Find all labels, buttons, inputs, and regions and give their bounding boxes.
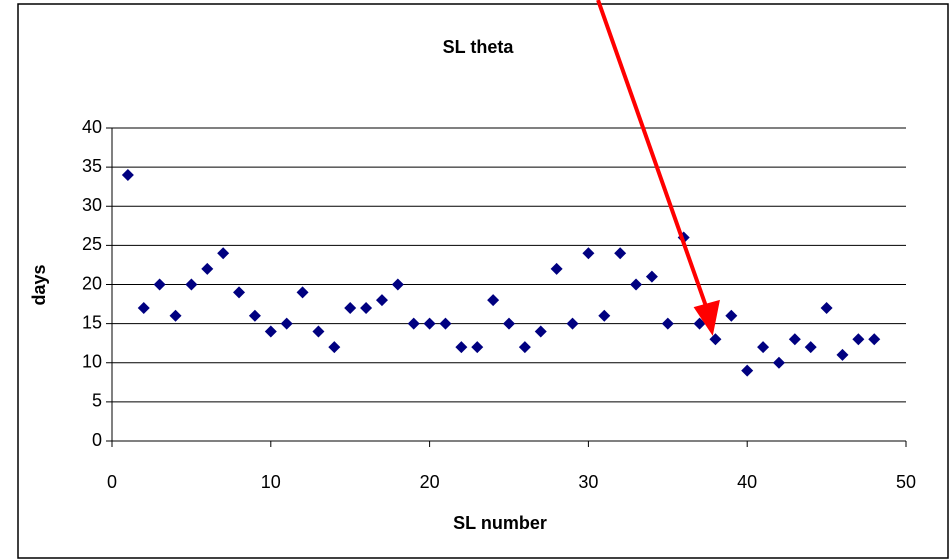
data-point [248, 309, 261, 322]
data-point [709, 333, 722, 346]
x-tick-label: 40 [737, 472, 757, 492]
data-point [296, 286, 309, 299]
y-tick-label: 25 [82, 234, 102, 254]
data-point [423, 317, 436, 330]
data-point [169, 309, 182, 322]
data-point [407, 317, 420, 330]
y-tick-label: 15 [82, 312, 102, 332]
y-tick-label: 20 [82, 273, 102, 293]
arrow-shaft [596, 0, 710, 313]
data-point [455, 341, 468, 354]
annotation-arrow [596, 0, 720, 336]
data-point [391, 278, 404, 291]
data-point [741, 364, 754, 377]
data-point [598, 309, 611, 322]
data-point [471, 341, 484, 354]
data-point [217, 247, 230, 260]
data-point [518, 341, 531, 354]
data-point [185, 278, 198, 291]
data-point [836, 348, 849, 361]
y-tick-label: 10 [82, 352, 102, 372]
y-tick-label: 0 [92, 430, 102, 450]
data-point [201, 262, 214, 275]
data-point [661, 317, 674, 330]
chart-title: SL theta [443, 37, 515, 57]
x-tick-label: 10 [261, 472, 281, 492]
y-tick-label: 40 [82, 117, 102, 137]
data-point [360, 301, 373, 314]
y-tick-label: 30 [82, 195, 102, 215]
x-tick-label: 30 [578, 472, 598, 492]
plot-area: 0 5 10 15 20 25 30 35 40 0 10 20 30 40 50 [82, 117, 916, 492]
chart-frame [17, 3, 949, 559]
data-point [566, 317, 579, 330]
data-point [439, 317, 452, 330]
data-point [693, 317, 706, 330]
data-point [630, 278, 643, 291]
x-axis-label: SL number [453, 513, 547, 533]
data-point [534, 325, 547, 338]
x-tick-label: 50 [896, 472, 916, 492]
data-point [582, 247, 595, 260]
data-point [788, 333, 801, 346]
data-point [804, 341, 817, 354]
data-point [280, 317, 293, 330]
x-tick-label: 0 [107, 472, 117, 492]
data-point [375, 294, 388, 307]
data-point [153, 278, 166, 291]
arrow-head [693, 299, 720, 336]
data-point [328, 341, 341, 354]
data-point [757, 341, 770, 354]
data-point [121, 168, 134, 181]
data-point [264, 325, 277, 338]
y-tick-label: 5 [92, 391, 102, 411]
data-point [772, 356, 785, 369]
y-tick-label: 35 [82, 156, 102, 176]
data-point [487, 294, 500, 307]
data-point [137, 301, 150, 314]
data-point [852, 333, 865, 346]
x-tick-label: 20 [420, 472, 440, 492]
data-point [645, 270, 658, 283]
data-point [820, 301, 833, 314]
data-point [614, 247, 627, 260]
data-point [550, 262, 563, 275]
data-point [233, 286, 246, 299]
y-axis-label: days [29, 264, 49, 305]
data-point [868, 333, 881, 346]
data-point [725, 309, 738, 322]
data-point [503, 317, 515, 330]
data-point [344, 301, 357, 314]
data-point [312, 325, 325, 338]
